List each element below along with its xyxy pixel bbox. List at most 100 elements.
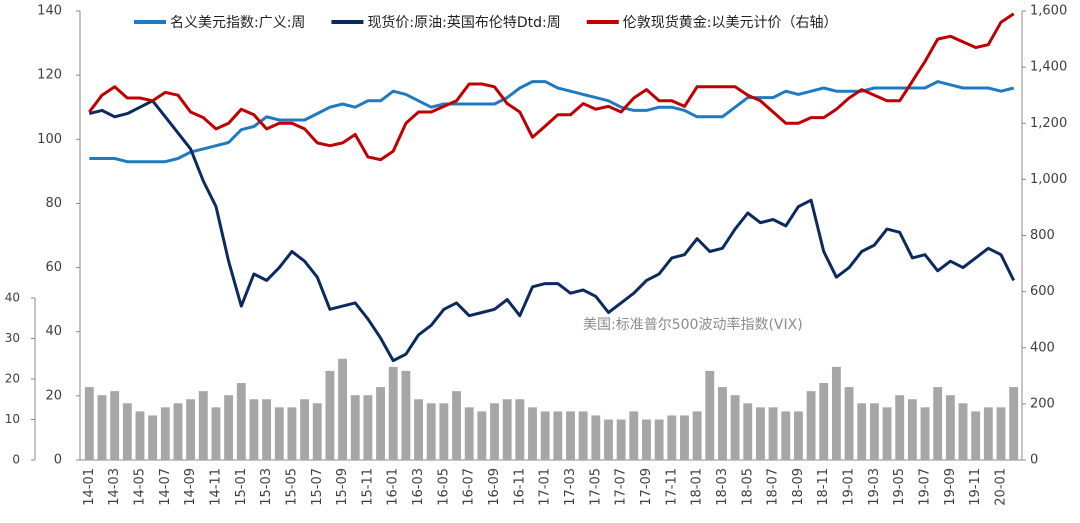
bar [591,415,601,460]
bar [781,411,791,460]
yticks-label: 0 [54,453,62,468]
bar [325,370,335,460]
x-tick-label: 17-11 [664,468,679,506]
x-tick-label: 15-03 [259,468,274,506]
yticks-label: 140 [37,4,62,19]
y3ticks-label: 10 [5,412,20,426]
bar [338,358,348,460]
annotation: 美国:标准普尔500波动率指数(VIX) [583,316,803,333]
yticks-label: 100 [37,132,62,147]
bar [553,411,563,460]
y2ticks-label: 600 [1030,284,1055,299]
x-tick-label: 16-07 [462,468,477,506]
bar [920,407,930,460]
x-tick-label: 14-01 [82,468,97,506]
x-tick-label: 15-01 [234,468,249,506]
bar [831,366,841,460]
legend-label: 现货价:原油:英国布伦特Dtd:周 [367,14,560,31]
yticks-label: 20 [45,388,62,403]
bar [502,399,512,460]
x-tick-label: 16-03 [411,468,426,506]
bar [743,403,753,460]
bar [211,407,221,460]
x-tick-label: 18-05 [740,468,755,506]
bar [388,366,398,460]
x-tick-label: 19-11 [968,468,983,506]
bar [844,387,854,460]
x-tick-label: 14-07 [158,468,173,506]
bar [464,407,474,460]
bar [629,411,639,460]
x-tick-label: 15-09 [335,468,350,506]
x-tick-label: 17-05 [588,468,603,506]
x-tick-label: 15-05 [284,468,299,506]
y3ticks-label: 30 [5,331,20,345]
bar [160,407,170,460]
bar [882,407,892,460]
bar [604,419,613,460]
bar [869,403,879,460]
bar [996,407,1006,460]
y2ticks-label: 400 [1030,340,1055,355]
bar [983,407,993,460]
bar [528,407,537,460]
bar [819,383,829,460]
y2ticks-label: 800 [1030,228,1055,243]
bar [84,387,94,460]
bar [578,411,588,460]
bar [616,419,626,460]
x-tick-label: 14-11 [208,468,223,506]
x-tick-label: 16-11 [512,468,527,506]
bar [680,415,689,460]
bar [110,391,120,460]
x-tick-label: 15-11 [360,468,375,506]
bar [376,387,385,460]
x-tick-label: 18-07 [766,468,781,506]
bar [705,370,715,460]
bar [414,399,423,460]
yticks-label: 60 [45,260,62,275]
bar [439,403,449,460]
x-tick-label: 14-09 [183,468,198,506]
bar [122,403,132,460]
bar [895,395,905,460]
bar [236,383,246,460]
y2ticks-label: 200 [1030,396,1055,411]
x-tick-label: 19-01 [842,468,857,506]
x-tick-label: 16-09 [487,468,502,506]
bar [667,415,677,460]
y3ticks-label: 0 [12,453,20,467]
legend-label: 伦敦现货黄金:以美元计价（右轴） [623,14,838,31]
x-tick-label: 19-03 [867,468,882,506]
bar [274,407,284,460]
x-tick-label: 19-07 [918,468,933,506]
x-tick-label: 17-03 [563,468,578,506]
yticks-label: 80 [45,196,62,211]
bar [857,403,867,460]
y2ticks-label: 1,000 [1030,172,1067,187]
x-tick-label: 14-05 [132,468,147,506]
bar [262,399,272,460]
bar [287,407,297,460]
x-tick-label: 19-05 [892,468,907,506]
x-tick-label: 18-01 [690,468,705,506]
bar [186,399,196,460]
bar [426,403,436,460]
x-tick-label: 20-01 [994,468,1009,506]
y2ticks-label: 1,600 [1030,4,1067,19]
bar [350,395,360,460]
bar [135,411,145,460]
x-tick-label: 17-01 [538,468,553,506]
bar [907,399,917,460]
bar [198,391,208,460]
y2ticks-label: 1,200 [1030,116,1067,131]
bar [971,411,981,460]
bar [945,395,955,460]
bar [97,395,107,460]
bar [806,391,816,460]
bar [958,403,968,460]
line [88,99,1016,363]
x-tick-label: 17-09 [639,468,654,506]
bar [363,395,373,460]
bar [654,419,664,460]
